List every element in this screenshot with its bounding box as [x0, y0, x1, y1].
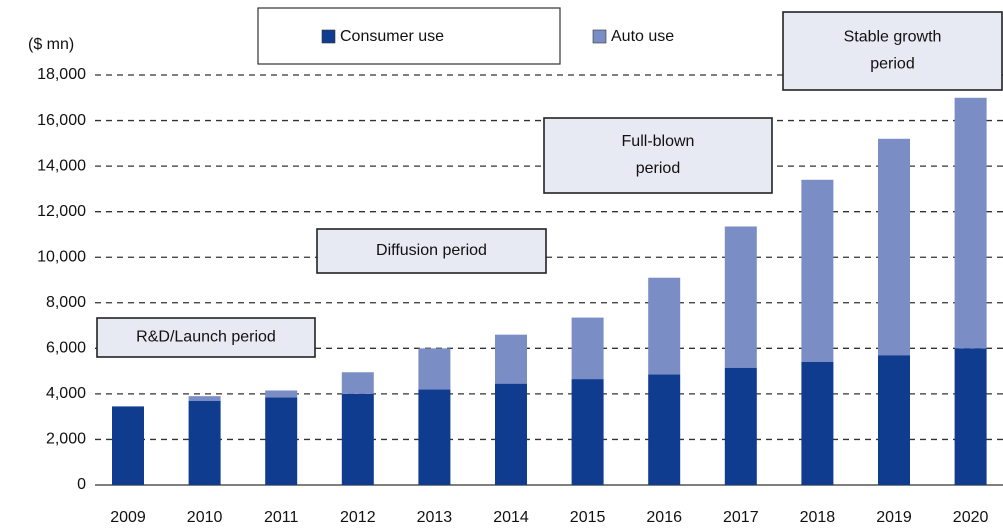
- x-tick-label: 2016: [646, 509, 682, 526]
- x-tick-label: 2017: [723, 509, 759, 526]
- x-tick-label: 2009: [110, 509, 146, 526]
- bar-segment: [112, 406, 144, 485]
- bar-segment: [418, 348, 451, 390]
- bar-segment: [188, 400, 221, 485]
- annotation-text: period: [870, 56, 914, 73]
- bar-segment: [954, 97, 987, 349]
- bar-segment: [724, 367, 757, 485]
- x-tick-label: 2015: [570, 509, 606, 526]
- bar-segment: [724, 226, 757, 368]
- x-tick-label: 2019: [876, 509, 912, 526]
- bar-segment: [495, 383, 527, 485]
- legend-label: Consumer use: [340, 28, 444, 45]
- x-tick-label: 2020: [953, 509, 989, 526]
- y-tick-label: 12,000: [37, 203, 86, 220]
- y-tick-label: 18,000: [37, 66, 86, 83]
- y-unit-label: ($ mn): [28, 36, 74, 53]
- bar-segment: [495, 334, 527, 384]
- bar-segment: [801, 362, 834, 485]
- x-tick-label: 2010: [187, 509, 223, 526]
- annotation-box: [782, 11, 1003, 91]
- y-tick-label: 4,000: [46, 385, 86, 402]
- y-tick-label: 8,000: [46, 294, 86, 311]
- annotation-text: Diffusion period: [376, 242, 487, 259]
- legend-label: Auto use: [611, 28, 674, 45]
- x-tick-label: 2018: [800, 509, 836, 526]
- y-tick-label: 2,000: [46, 431, 86, 448]
- annotation-box: [316, 228, 547, 274]
- y-tick-label: 6,000: [46, 340, 86, 357]
- legend-box: [257, 7, 561, 65]
- legend-swatch: [321, 29, 336, 44]
- annotation-text: Full-blown: [622, 133, 695, 150]
- bar-segment: [265, 397, 298, 485]
- bar-segment: [571, 379, 604, 485]
- bar-segment: [878, 138, 910, 356]
- x-tick-label: 2011: [264, 509, 299, 526]
- bar-segment: [648, 277, 681, 375]
- x-tick-label: 2012: [340, 509, 376, 526]
- y-tick-label: 0: [77, 476, 86, 493]
- y-tick-label: 16,000: [37, 112, 86, 129]
- bar-segment: [801, 179, 834, 362]
- bar-segment: [878, 355, 910, 485]
- bar-segment: [188, 396, 221, 401]
- bar-segment: [648, 374, 681, 485]
- bar-segment: [341, 393, 374, 485]
- bar-segment: [265, 390, 298, 398]
- legend-swatch: [592, 29, 607, 44]
- annotation-text: Stable growth: [844, 29, 942, 46]
- bar-segment: [571, 317, 604, 380]
- bar-segment: [954, 348, 987, 485]
- bar-segment: [341, 372, 374, 394]
- annotation-text: R&D/Launch period: [136, 329, 276, 346]
- bar-segment: [418, 389, 451, 485]
- x-tick-label: 2013: [417, 509, 453, 526]
- annotation-text: period: [636, 160, 680, 177]
- y-tick-label: 10,000: [37, 248, 86, 265]
- y-tick-label: 14,000: [37, 157, 86, 174]
- annotation-box: [543, 117, 773, 194]
- annotation-box: [96, 317, 316, 358]
- x-tick-label: 2014: [493, 509, 529, 526]
